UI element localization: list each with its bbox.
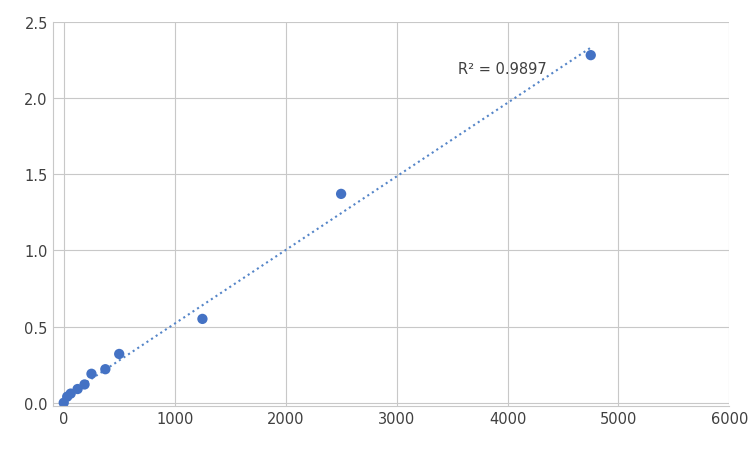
Point [86,370,98,377]
Point [335,191,347,198]
Point [196,316,208,323]
Point [99,366,111,373]
Point [78,381,90,388]
Point [65,390,77,397]
Point [585,52,597,60]
Point [71,386,83,393]
Point [61,393,73,400]
Text: R² = 0.9897: R² = 0.9897 [458,62,547,77]
Point [58,399,70,406]
Point [114,350,126,358]
